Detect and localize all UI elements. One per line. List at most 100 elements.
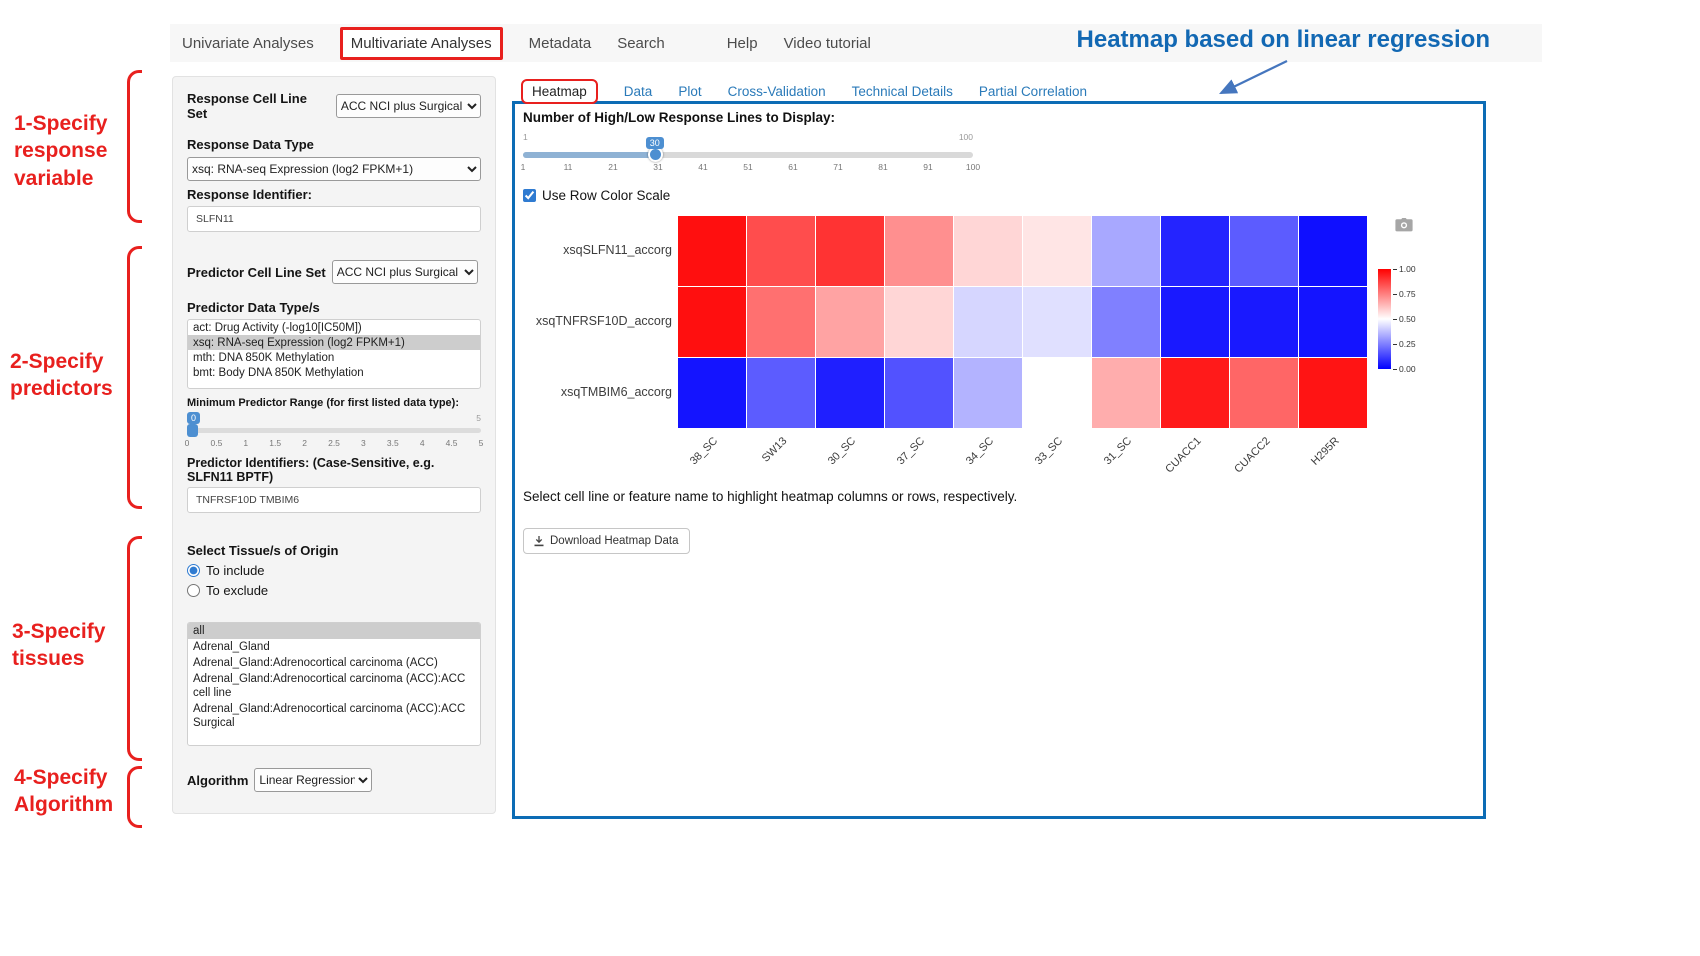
slider-min-label: 1 bbox=[523, 132, 528, 142]
heatmap-cell bbox=[1092, 287, 1160, 357]
predictor-identifiers-input[interactable] bbox=[187, 487, 481, 513]
heatmap-cell bbox=[954, 287, 1022, 357]
heatmap-cell bbox=[1023, 358, 1091, 428]
tissue-include-radio[interactable] bbox=[187, 564, 200, 577]
tick-label: 0 bbox=[184, 438, 190, 448]
tab-technical-details[interactable]: Technical Details bbox=[851, 84, 953, 99]
heatmap-row-label-xsqslfn11-accorg[interactable]: xsqSLFN11_accorg bbox=[563, 243, 672, 257]
option-act-drug-activity-log10-ic50m[interactable]: act: Drug Activity (-log10[IC50M]) bbox=[193, 321, 362, 334]
tissue-exclude-radio[interactable] bbox=[187, 584, 200, 597]
predictor-data-types-label: Predictor Data Type/s bbox=[187, 300, 320, 315]
algorithm-select[interactable]: Linear Regression bbox=[254, 768, 373, 792]
camera-icon[interactable] bbox=[1395, 218, 1413, 237]
nav-item-search[interactable]: Search bbox=[617, 34, 665, 52]
annotation-bracket-1 bbox=[127, 70, 142, 223]
tick-label: 5 bbox=[478, 438, 484, 448]
tick-label: 2 bbox=[302, 438, 307, 448]
option-adrenal-gland-adrenocortical-carcinoma-a[interactable]: Adrenal_Gland:Adrenocortical carcinoma (… bbox=[193, 673, 466, 700]
response-identifier-input[interactable] bbox=[187, 206, 481, 232]
tick-label: 81 bbox=[878, 162, 888, 172]
option-xsq-rna-seq-expression-log2-fpkm-1[interactable]: xsq: RNA-seq Expression (log2 FPKM+1) bbox=[188, 335, 480, 350]
heatmap-cell bbox=[885, 358, 953, 428]
slider-handle[interactable] bbox=[647, 147, 663, 162]
heatmap-col-label-cuacc2[interactable]: CUACC2 bbox=[1232, 435, 1273, 476]
nav-item-help[interactable]: Help bbox=[726, 34, 758, 52]
slider-max-label: 100 bbox=[958, 132, 973, 142]
option-mth-dna-850k-methylation[interactable]: mth: DNA 850K Methylation bbox=[193, 351, 335, 364]
tab-partial-correlation[interactable]: Partial Correlation bbox=[978, 84, 1087, 99]
option-all[interactable]: all bbox=[188, 623, 480, 640]
option-bmt-body-dna-850k-methylation[interactable]: bmt: Body DNA 850K Methylation bbox=[193, 366, 364, 379]
option-adrenal-gland[interactable]: Adrenal_Gland bbox=[193, 641, 270, 654]
top-nav: Univariate Analyses Multivariate Analyses… bbox=[170, 24, 1542, 62]
tick-label: 71 bbox=[833, 162, 843, 172]
slider-fill bbox=[523, 152, 655, 158]
min-predictor-range-slider[interactable]: 0 5 0 0.5 1 1.5 2 2.5 3 3.5 4 4.5 5 bbox=[184, 412, 484, 454]
tissue-exclude-label: To exclude bbox=[206, 583, 269, 598]
colorbar-tick-label: 1.00 bbox=[1393, 264, 1416, 274]
heatmap-col-label-38-sc[interactable]: 38_SC bbox=[688, 435, 721, 468]
annotation-bracket-3 bbox=[127, 536, 142, 761]
heatmap-cell bbox=[1230, 358, 1298, 428]
slider-handle[interactable] bbox=[187, 424, 198, 437]
heatmap-col-label-34-sc[interactable]: 34_SC bbox=[964, 435, 997, 468]
heatmap-col-label-33-sc[interactable]: 33_SC bbox=[1033, 435, 1066, 468]
nav-item-univariate-analyses[interactable]: Univariate Analyses bbox=[182, 34, 314, 52]
response-data-type-select[interactable]: xsq: RNA-seq Expression (log2 FPKM+1) bbox=[187, 157, 481, 181]
response-data-type-label: Response Data Type bbox=[187, 137, 314, 152]
tick-label: 11 bbox=[563, 162, 573, 172]
tick-label: 41 bbox=[698, 162, 708, 172]
tissue-include-label: To include bbox=[206, 563, 265, 578]
slider-track[interactable] bbox=[523, 152, 973, 158]
lines-slider[interactable]: 1 100 30 1 11 21 31 41 51 61 71 81 91 100 bbox=[521, 128, 980, 184]
colorbar-tick-label: 0.50 bbox=[1393, 314, 1416, 324]
row-color-scale-checkbox[interactable] bbox=[523, 189, 536, 202]
download-icon bbox=[534, 535, 544, 546]
heatmap-col-label-sw13[interactable]: SW13 bbox=[759, 435, 790, 465]
tab-data[interactable]: Data bbox=[623, 84, 653, 99]
heatmap-col-label-h295r[interactable]: H295R bbox=[1308, 435, 1342, 468]
heatmap-cell bbox=[816, 287, 884, 357]
slider-value-bubble: 0 bbox=[187, 412, 201, 424]
tab-plot[interactable]: Plot bbox=[678, 84, 702, 99]
option-adrenal-gland-adrenocortical-carcinoma-a[interactable]: Adrenal_Gland:Adrenocortical carcinoma (… bbox=[193, 657, 438, 670]
tab-cross-validation[interactable]: Cross-Validation bbox=[727, 84, 826, 99]
heatmap-cell bbox=[1299, 216, 1367, 286]
predictor-cell-line-set-select[interactable]: ACC NCI plus Surgical bbox=[331, 260, 478, 284]
response-cell-line-set-select[interactable]: ACC NCI plus Surgical bbox=[335, 94, 481, 118]
colorbar-tick-label: 0.00 bbox=[1393, 364, 1416, 374]
slider-max-label: 5 bbox=[476, 413, 481, 423]
heatmap-col-label-cuacc1[interactable]: CUACC1 bbox=[1163, 435, 1204, 476]
tab-heatmap[interactable]: Heatmap bbox=[521, 79, 598, 104]
tick-label: 21 bbox=[608, 162, 618, 172]
heatmap-col-label-31-sc[interactable]: 31_SC bbox=[1102, 435, 1135, 468]
tick-label: 1 bbox=[243, 438, 249, 448]
annotation-step-2: 2-Specify predictors bbox=[10, 350, 113, 401]
slider-track[interactable] bbox=[187, 428, 481, 433]
heatmap: xsqSLFN11_accorg xsqTNFRSF10D_accorg xsqTM… bbox=[536, 216, 1367, 475]
heatmap-cell bbox=[747, 216, 815, 286]
download-heatmap-data-button[interactable]: Download Heatmap Data bbox=[523, 528, 690, 554]
heatmap-cell bbox=[954, 216, 1022, 286]
nav-item-metadata[interactable]: Metadata bbox=[528, 34, 592, 52]
heatmap-row-label-xsqtmbim6-accorg[interactable]: xsqTMBIM6_accorg bbox=[560, 385, 672, 399]
nav-item-video-tutorial[interactable]: Video tutorial bbox=[783, 34, 871, 52]
heatmap-col-label-30-sc[interactable]: 30_SC bbox=[826, 435, 859, 468]
tick-label: 3 bbox=[361, 438, 366, 448]
tissue-include-option[interactable]: To include bbox=[187, 563, 481, 578]
row-color-scale-option[interactable]: Use Row Color Scale bbox=[523, 188, 670, 203]
tissue-listbox[interactable]: all Adrenal_Gland Adrenal_Gland:Adrenocort… bbox=[187, 622, 481, 746]
tissue-exclude-option[interactable]: To exclude bbox=[187, 583, 481, 598]
option-adrenal-gland-adrenocortical-carcinoma-a[interactable]: Adrenal_Gland:Adrenocortical carcinoma (… bbox=[193, 703, 466, 730]
heatmap-cell bbox=[1230, 216, 1298, 286]
result-tabs: Heatmap Data Plot Cross-Validation Technical… bbox=[521, 79, 1087, 104]
annotation-step-4: 4-Specify Algorithm bbox=[14, 766, 114, 817]
heatmap-col-label-37-sc[interactable]: 37_SC bbox=[895, 435, 928, 468]
heatmap-row-label-xsqtnfrsf10d-accorg[interactable]: xsqTNFRSF10D_accorg bbox=[535, 314, 672, 328]
heatmap-cell bbox=[816, 216, 884, 286]
heatmap-cell bbox=[1299, 287, 1367, 357]
slider-value-bubble: 30 bbox=[645, 137, 664, 149]
annotation-bracket-2 bbox=[127, 246, 142, 509]
predictor-data-types-listbox[interactable]: act: Drug Activity (-log10[IC50M]) xsq: R… bbox=[187, 319, 481, 389]
nav-item-multivariate-analyses[interactable]: Multivariate Analyses bbox=[339, 26, 503, 60]
